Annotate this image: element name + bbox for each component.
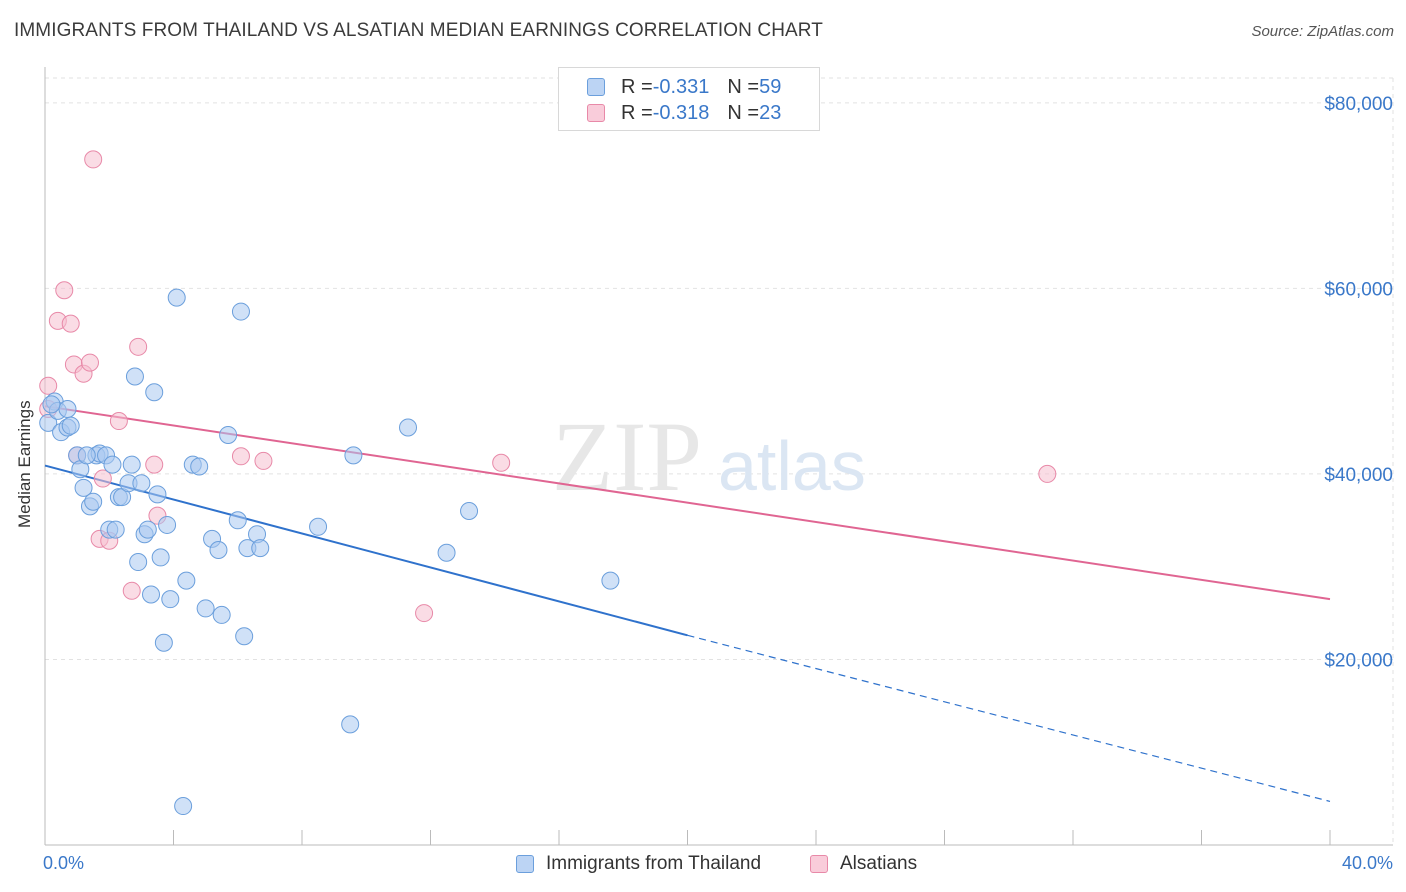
- legend-n-value: 59: [759, 75, 782, 98]
- legend-swatch-blue: [587, 78, 605, 96]
- thailand-point: [142, 585, 161, 604]
- alsatians-point: [254, 451, 273, 470]
- thailand-point: [148, 485, 167, 504]
- alsatians-trend-line: [44, 405, 1331, 601]
- alsatians-point: [492, 453, 511, 472]
- watermark-atlas: atlas: [718, 427, 866, 505]
- alsatians-point: [145, 455, 164, 474]
- thailand-point: [151, 548, 170, 567]
- x-tick-labels: 0.0% 40.0%: [43, 853, 1393, 873]
- y-axis-label: Median Earnings: [15, 400, 34, 528]
- thailand-point: [106, 520, 125, 539]
- thailand-point: [235, 627, 254, 646]
- legend-r-value: -0.318: [652, 101, 710, 124]
- thailand-point: [132, 474, 151, 493]
- thailand-point: [212, 605, 231, 624]
- thailand-point: [158, 515, 177, 534]
- thailand-point: [219, 425, 238, 444]
- legend-r-value: -0.331: [652, 75, 710, 98]
- alsatians-point: [1038, 464, 1057, 483]
- thailand-point: [190, 457, 209, 476]
- thailand-point: [145, 383, 164, 402]
- alsatians-point: [109, 412, 128, 431]
- legend-n-label: N =: [727, 101, 760, 124]
- thailand-point: [209, 540, 228, 559]
- thailand-point: [177, 571, 196, 590]
- chart-title: IMMIGRANTS FROM THAILAND VS ALSATIAN MED…: [14, 20, 823, 41]
- alsatians-point: [93, 469, 112, 488]
- watermark: ZIP atlas: [552, 401, 866, 512]
- legend-n-value: 23: [759, 101, 782, 124]
- alsatians-point: [231, 447, 250, 466]
- thailand-point: [309, 517, 328, 536]
- bottom-legend-alsatians: Alsatians: [810, 852, 917, 876]
- thailand-trend-extension: [687, 634, 1331, 802]
- y-tick-label: $20,000: [1324, 650, 1393, 671]
- thailand-point: [341, 715, 360, 734]
- thailand-point: [154, 633, 173, 652]
- alsatians-point: [80, 353, 99, 372]
- thailand-point: [196, 599, 215, 618]
- thailand-point: [228, 511, 247, 530]
- correlation-legend: R = -0.331 N = 59 R = -0.318 N = 23: [558, 67, 820, 131]
- alsatians-point: [61, 314, 80, 333]
- thailand-point: [122, 455, 141, 474]
- thailand-point: [129, 553, 148, 572]
- bottom-legend-label: Alsatians: [840, 853, 918, 874]
- thailand-point: [399, 418, 418, 437]
- axes: [44, 67, 1393, 846]
- alsatians-point: [129, 337, 148, 356]
- thailand-point: [61, 416, 80, 435]
- legend-r-label: R =: [621, 75, 653, 98]
- thailand-point: [601, 571, 620, 590]
- thailand-point: [167, 288, 186, 307]
- bottom-legend-label: Immigrants from Thailand: [546, 853, 762, 874]
- source-label: Source: ZipAtlas.com: [1251, 23, 1394, 40]
- thailand-point: [437, 543, 456, 562]
- bottom-legend-thailand: Immigrants from Thailand: [516, 852, 761, 876]
- bottom-legend-swatch-pink: [810, 855, 828, 873]
- y-tick-label: $60,000: [1324, 279, 1393, 300]
- alsatians-points: [39, 150, 1057, 623]
- thailand-point: [77, 446, 96, 465]
- bottom-legend-swatch-blue: [516, 855, 534, 873]
- thailand-point: [103, 455, 122, 474]
- alsatians-point: [55, 281, 74, 300]
- thailand-point: [58, 399, 77, 418]
- thailand-point: [42, 395, 61, 414]
- thailand-point: [125, 367, 144, 386]
- alsatians-point: [39, 376, 58, 395]
- legend-row-alsatians: R = -0.318 N = 23: [587, 100, 781, 126]
- legend-row-thailand: R = -0.331 N = 59: [587, 74, 781, 100]
- alsatians-point: [122, 581, 141, 600]
- y-tick-labels: $20,000 $40,000 $60,000 $80,000: [1324, 94, 1393, 672]
- thailand-point: [251, 539, 270, 558]
- x-tick-label: 0.0%: [43, 853, 84, 873]
- thailand-point: [161, 590, 180, 609]
- thailand-point: [74, 478, 93, 497]
- legend-swatch-pink: [587, 104, 605, 122]
- thailand-point: [231, 302, 250, 321]
- thailand-point: [460, 502, 479, 521]
- legend-r-label: R =: [621, 101, 653, 124]
- thailand-point: [39, 413, 58, 432]
- alsatians-point: [415, 604, 434, 623]
- thailand-point: [344, 446, 363, 465]
- alsatians-point: [84, 150, 103, 169]
- y-tick-label: $80,000: [1324, 94, 1393, 115]
- thailand-point: [138, 520, 157, 539]
- thailand-point: [84, 492, 103, 511]
- thailand-points: [39, 288, 620, 816]
- y-tick-label: $40,000: [1324, 465, 1393, 486]
- thailand-point: [174, 797, 193, 816]
- legend-n-label: N =: [727, 75, 760, 98]
- x-tick-label: 40.0%: [1342, 853, 1393, 873]
- watermark-zip: ZIP: [552, 401, 702, 512]
